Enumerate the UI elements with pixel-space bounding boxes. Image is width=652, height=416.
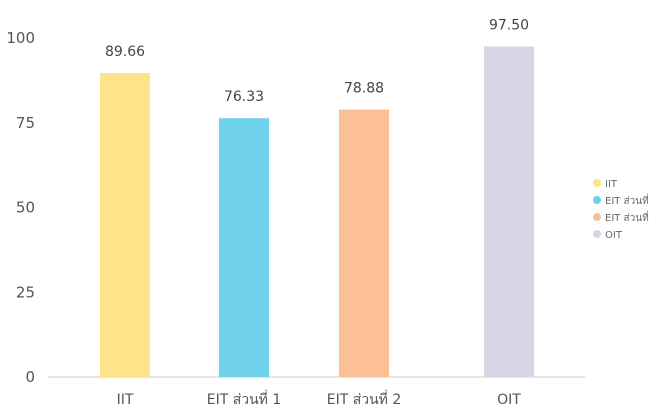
- bar-2: [219, 118, 269, 377]
- legend-marker: [593, 213, 601, 221]
- y-tick-label: 50: [16, 199, 35, 217]
- x-tick-label: EIT ส่วนที่ 1: [207, 390, 282, 408]
- x-tick-label: OIT: [497, 392, 521, 408]
- legend-label: EIT ส่วนที่ 1: [605, 193, 652, 207]
- data-label: 97.50: [489, 17, 529, 33]
- data-label: 76.33: [224, 89, 264, 105]
- legend-label: IIT: [605, 179, 618, 190]
- x-tick-label: EIT ส่วนที่ 2: [327, 390, 402, 408]
- legend-label: OIT: [605, 230, 623, 241]
- bar-3: [339, 110, 389, 377]
- bar-4: [484, 46, 534, 377]
- legend: IIT EIT ส่วนที่ 1 EIT ส่วนที่ 2 OIT: [593, 179, 652, 241]
- legend-marker: [593, 230, 601, 238]
- bar-1: [100, 73, 150, 377]
- y-tick-label: 25: [16, 283, 35, 301]
- x-tick-label: IIT: [117, 392, 134, 408]
- legend-marker: [593, 179, 601, 187]
- y-tick-label: 0: [25, 368, 35, 386]
- legend-marker: [593, 196, 601, 204]
- y-axis: 0 25 50 75 100: [6, 29, 35, 386]
- data-label: 78.88: [344, 81, 384, 97]
- legend-label: EIT ส่วนที่ 2: [605, 210, 652, 224]
- data-label: 89.66: [105, 44, 145, 60]
- y-tick-label: 100: [6, 29, 35, 47]
- bars: 89.66 IIT 76.33 EIT ส่วนที่ 1 78.88 EIT ส่วนท…: [100, 17, 534, 408]
- y-tick-label: 75: [16, 114, 35, 132]
